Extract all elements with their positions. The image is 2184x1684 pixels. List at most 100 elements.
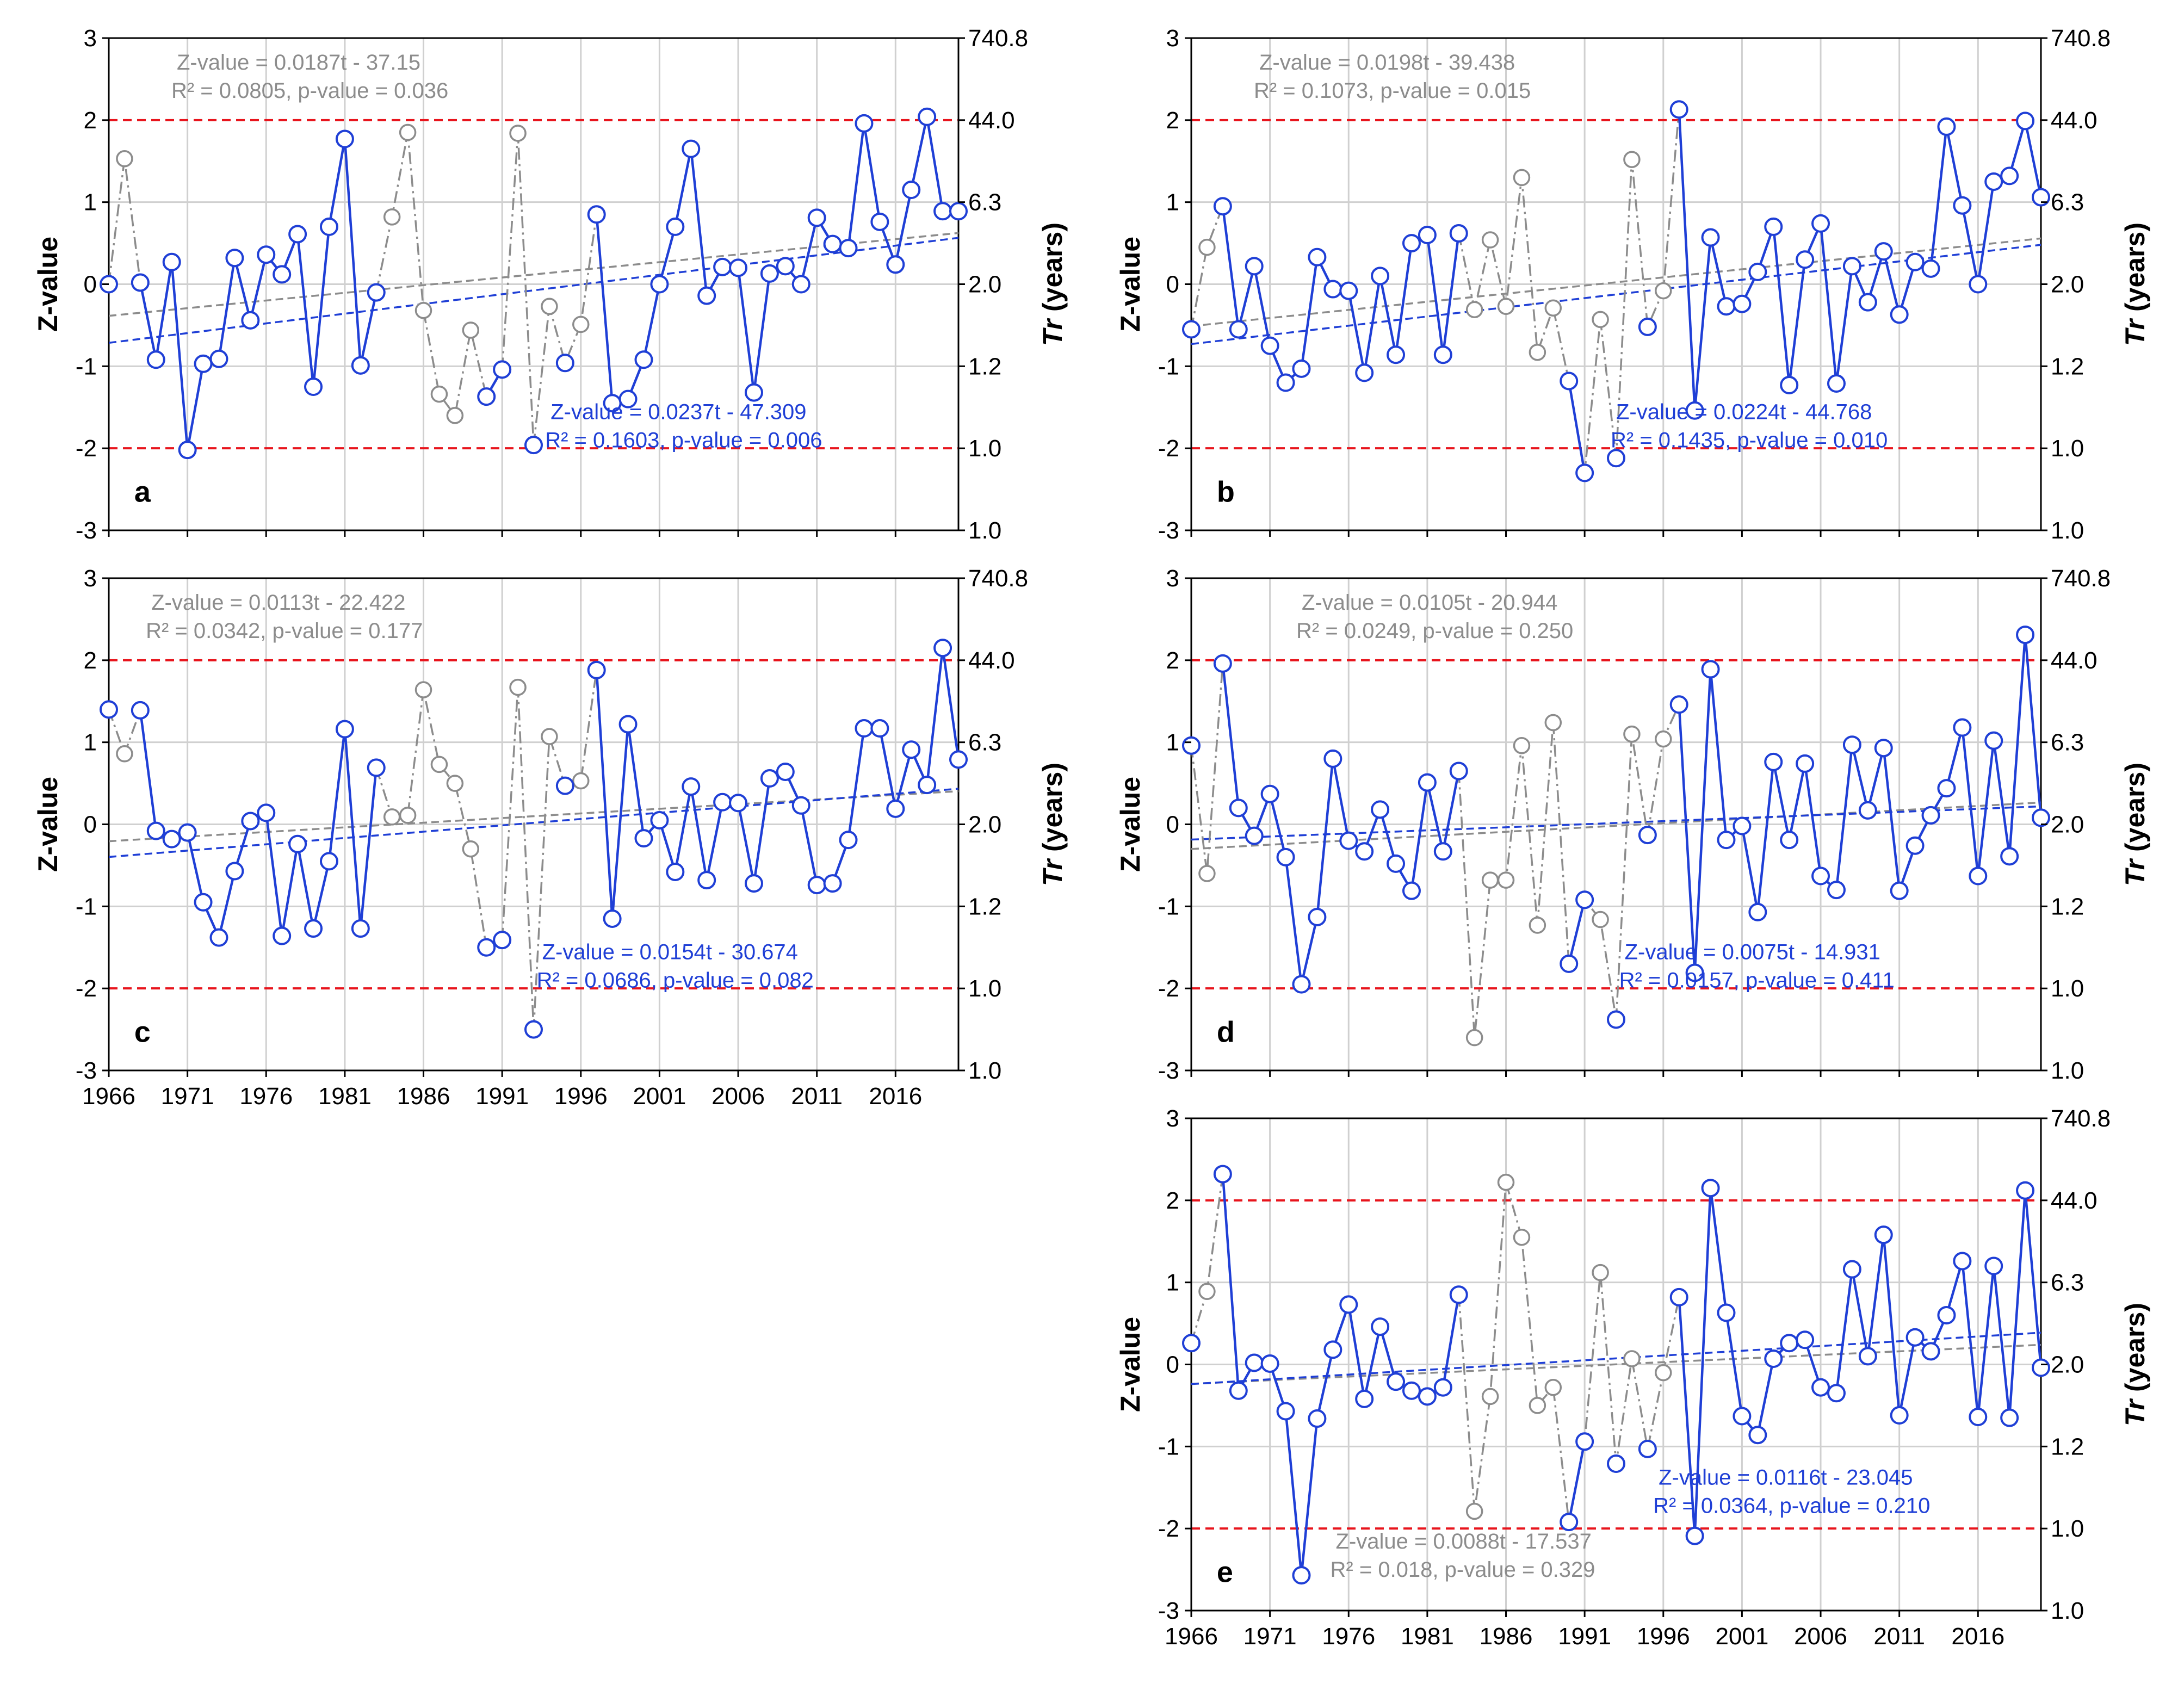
data-point-gray	[116, 745, 133, 763]
y2-axis-title-unit: (years)	[1037, 222, 1068, 319]
panel-b: 3 2 1 0 -1 -2 -3 740.8 44.0 6.3 2.0 1.2 1.0 1.0 Z-valu…	[1115, 25, 2150, 544]
panel-letter: a	[134, 476, 151, 509]
data-point-blue	[1292, 975, 1311, 994]
data-point-blue	[225, 249, 244, 268]
data-point-gray	[1592, 311, 1609, 329]
y-tick-label: -3	[1158, 1598, 1179, 1624]
data-point-blue	[1780, 1334, 1799, 1353]
data-point-blue	[1387, 1372, 1406, 1391]
data-point-blue	[367, 283, 386, 302]
data-point-blue	[1811, 866, 1830, 886]
data-point-blue	[855, 719, 874, 738]
series-line-blue	[1678, 634, 2041, 973]
data-point-gray	[1198, 1283, 1216, 1301]
data-point-blue	[791, 275, 811, 294]
trend-line-blue	[1191, 1332, 2041, 1385]
x-tick-label: 1971	[1243, 1623, 1297, 1650]
data-point-blue	[1937, 117, 1956, 136]
plot-area	[1191, 634, 2041, 1038]
data-point-blue	[1874, 242, 1893, 261]
y-tick-label: -1	[1158, 893, 1179, 920]
data-point-gray	[1198, 238, 1216, 256]
data-point-blue	[870, 719, 889, 738]
y-tick-label: 1	[84, 729, 97, 756]
data-point-blue	[839, 239, 858, 258]
series-line-blue	[1221, 663, 1460, 985]
trend-blue-equation: Z-value = 0.0224t - 44.768	[1616, 400, 1872, 424]
data-point-blue	[1433, 345, 1452, 364]
x-tick-label: 1981	[1401, 1623, 1454, 1650]
y-tick-label: -3	[76, 1057, 97, 1084]
data-point-blue	[1921, 1342, 1940, 1361]
y2-axis-title: Tr (years)	[2120, 763, 2150, 886]
x-tick-label: 2016	[869, 1083, 922, 1110]
data-point-blue	[886, 255, 905, 274]
data-point-blue	[1969, 866, 1988, 886]
data-point-blue	[1764, 217, 1783, 236]
y2-tick-label: 1.2	[2051, 1433, 2084, 1460]
data-point-blue	[1905, 1328, 1925, 1347]
data-point-blue	[933, 639, 952, 658]
data-point-blue	[807, 208, 826, 227]
data-point-gray	[1513, 1228, 1531, 1246]
data-point-gray	[399, 807, 417, 824]
series-line-gray	[1457, 1182, 1680, 1522]
x-tick-label: 1976	[1322, 1623, 1375, 1650]
data-point-blue	[1418, 1387, 1437, 1406]
data-point-blue	[178, 823, 197, 842]
y2-tick-label: 740.8	[968, 25, 1028, 52]
data-point-blue	[1858, 293, 1877, 312]
data-point-gray	[1592, 911, 1609, 928]
data-point-blue	[650, 810, 669, 829]
y-tick-label: 2	[84, 647, 97, 674]
y-tick-label: 2	[1166, 1187, 1179, 1214]
data-point-blue	[2032, 1358, 2050, 1377]
data-point-blue	[682, 139, 701, 158]
trend-line-blue	[1191, 244, 2041, 345]
data-point-gray	[462, 840, 480, 858]
data-point-blue	[225, 862, 244, 881]
data-point-blue	[1748, 1426, 1767, 1445]
x-tick-label: 1991	[1558, 1623, 1611, 1650]
data-point-blue	[1953, 1252, 1972, 1271]
trend-line-gray	[1191, 1344, 2041, 1385]
panel-letter: b	[1217, 476, 1235, 509]
data-point-blue	[1669, 100, 1688, 119]
data-point-blue	[1858, 801, 1877, 820]
data-point-blue	[1827, 881, 1846, 900]
x-tick-label: 1996	[1637, 1623, 1690, 1650]
data-point-blue	[273, 265, 292, 284]
data-point-blue	[1669, 1287, 1688, 1307]
data-point-blue	[760, 264, 779, 283]
y-tick-label: 1	[1166, 189, 1179, 216]
data-point-blue	[1213, 197, 1232, 216]
trend-gray-equation: Z-value = 0.0113t - 22.422	[151, 591, 405, 615]
data-point-blue	[319, 217, 338, 236]
x-tick-label: 2001	[633, 1083, 686, 1110]
data-point-blue	[1921, 259, 1940, 278]
trend-blue-equation: Z-value = 0.0075t - 14.931	[1625, 940, 1880, 964]
data-point-gray	[1655, 1364, 1672, 1382]
data-point-blue	[618, 715, 638, 734]
y2-tick-label: 2.0	[2051, 271, 2084, 298]
data-point-blue	[603, 909, 622, 928]
data-point-blue	[1292, 1566, 1311, 1585]
data-point-blue	[178, 441, 197, 460]
y2-axis-title-symbol: Tr	[2120, 858, 2150, 886]
data-point-blue	[1905, 252, 1925, 271]
data-point-blue	[1607, 449, 1625, 468]
data-point-blue	[162, 829, 181, 849]
y2-tick-label: 740.8	[2051, 565, 2111, 592]
data-point-gray	[1513, 169, 1531, 187]
y2-tick-label: 2.0	[2051, 812, 2084, 838]
data-point-blue	[257, 803, 276, 822]
y2-tick-label: 44.0	[2051, 1187, 2098, 1214]
x-tick-label: 1966	[1165, 1623, 1218, 1650]
data-point-blue	[807, 876, 826, 895]
data-point-blue	[1182, 736, 1201, 755]
y-tick-label: 0	[1166, 1352, 1179, 1378]
y-tick-label: -2	[1158, 1515, 1179, 1542]
x-tick-label: 2006	[711, 1083, 765, 1110]
data-point-gray	[446, 775, 464, 792]
